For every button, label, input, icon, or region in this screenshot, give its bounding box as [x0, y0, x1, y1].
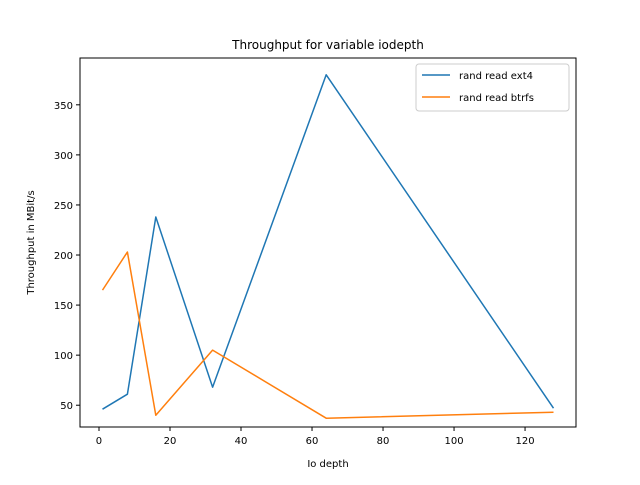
- y-axis-label: Throughput in MBit/s: [26, 190, 37, 295]
- y-tick-label: 50: [60, 401, 73, 412]
- legend-label-btrfs: rand read btrfs: [459, 93, 534, 104]
- y-tick-label: 300: [54, 151, 73, 162]
- x-tick-label: 80: [377, 436, 390, 447]
- plot-area: [101, 74, 555, 419]
- x-tick-label: 100: [444, 436, 463, 447]
- y-tick-label: 150: [54, 301, 73, 312]
- chart-title: Throughput for variable iodepth: [231, 38, 424, 52]
- y-tick-label: 250: [54, 201, 73, 212]
- axes-frame: [79, 57, 577, 428]
- legend-label-ext4: rand read ext4: [459, 71, 533, 82]
- y-axis-ticks: 50 100 150 200 250 300 350: [54, 101, 80, 412]
- y-tick-label: 200: [54, 251, 73, 262]
- x-axis-ticks: 0 20 40 60 80 100 120: [96, 427, 535, 447]
- x-tick-label: 60: [306, 436, 319, 447]
- legend: rand read ext4 rand read btrfs: [415, 63, 570, 112]
- x-tick-label: 20: [164, 436, 177, 447]
- legend-box: [415, 63, 570, 112]
- x-tick-label: 0: [96, 436, 102, 447]
- series-line-btrfs: [101, 251, 554, 419]
- y-tick-label: 100: [54, 351, 73, 362]
- x-axis-label: Io depth: [307, 459, 348, 470]
- y-tick-label: 350: [54, 101, 73, 112]
- x-tick-label: 120: [516, 436, 535, 447]
- series-line-ext4: [102, 74, 555, 410]
- x-tick-label: 40: [235, 436, 248, 447]
